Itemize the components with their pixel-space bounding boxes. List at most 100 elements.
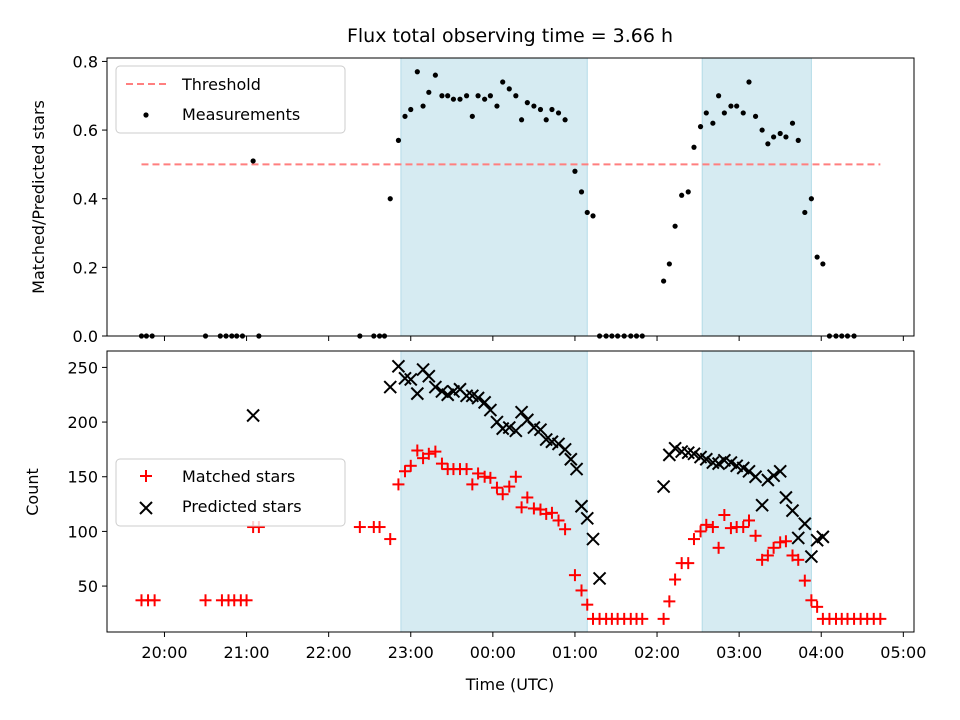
- measurement-point-66: [721, 110, 727, 116]
- measurement-point-75: [777, 130, 783, 137]
- measurement-point-24: [445, 93, 451, 99]
- predicted-star-point-2: [391, 359, 406, 374]
- matched-star-point-42: [559, 523, 572, 536]
- matched-star-point-57: [669, 573, 682, 586]
- measurement-point-60: [685, 189, 691, 195]
- matched-star-point-13: [373, 521, 386, 534]
- measurement-point-70: [746, 79, 752, 85]
- measurement-point-46: [584, 209, 590, 216]
- x-axis-label: Time (UTC): [465, 675, 554, 694]
- measurement-point-67: [728, 103, 734, 109]
- predicted-star-point-38: [668, 441, 682, 456]
- legend-predicted-label: Predicted stars: [182, 497, 302, 516]
- predicted-star-point-60: [804, 549, 819, 564]
- measurement-point-29: [475, 93, 481, 99]
- bottom-y-tick-label-3: 200: [67, 413, 98, 432]
- measurement-point-76: [783, 134, 789, 140]
- measurement-point-25: [450, 96, 457, 102]
- measurement-point-44: [572, 168, 578, 174]
- measurement-point-28: [469, 113, 475, 119]
- measurement-point-77: [789, 120, 796, 126]
- predicted-star-point-29: [558, 442, 572, 457]
- measurement-point-68: [734, 103, 740, 109]
- measurement-point-40: [543, 117, 549, 123]
- bottom-y-axis-label: Count: [23, 468, 42, 516]
- matched-star-point-56: [663, 595, 676, 608]
- predicted-star-point-20: [502, 420, 516, 435]
- measurement-point-17: [402, 113, 408, 119]
- matched-star-point-75: [779, 535, 792, 548]
- matched-star-point-17: [404, 459, 417, 472]
- measurement-point-19: [414, 69, 420, 75]
- measurement-point-57: [666, 261, 672, 267]
- matched-star-points: [135, 444, 887, 625]
- predicted-star-point-32: [574, 499, 589, 513]
- matched-star-point-20: [422, 447, 435, 460]
- matched-star-point-80: [811, 600, 824, 613]
- measurement-point-58: [672, 223, 678, 229]
- matched-star-point-79: [805, 594, 818, 607]
- bottom-y-tick-label-0: 50: [78, 577, 98, 596]
- matched-star-point-54: [636, 612, 649, 625]
- predicted-star-point-51: [748, 470, 763, 484]
- matched-star-point-18: [411, 444, 424, 457]
- measurement-point-35: [513, 93, 519, 99]
- matched-star-point-65: [718, 509, 731, 522]
- measurement-point-63: [703, 110, 709, 116]
- top-shaded-interval-1: [701, 57, 812, 337]
- x-tick-label-6: 02:00: [634, 643, 680, 662]
- legend-measurements-swatch: [143, 112, 149, 118]
- predicted-star-point-59: [798, 517, 812, 531]
- predicted-star-point-56: [779, 490, 793, 505]
- x-tick-label-5: 01:00: [552, 643, 598, 662]
- bottom-legend: Matched stars Predicted stars: [115, 458, 346, 527]
- predicted-star-point-36: [656, 479, 671, 494]
- predicted-star-point-4: [404, 372, 418, 387]
- measurement-point-81: [814, 254, 820, 260]
- matched-star-point-3: [199, 594, 212, 607]
- bottom-y-tick-label-4: 250: [67, 358, 98, 377]
- bottom-x-ticks: 20:00 21:00 22:00 23:00 00:00 01:00 02:00 03:00…: [141, 632, 926, 662]
- matched-star-point-15: [392, 478, 405, 491]
- predicted-star-point-52: [755, 498, 769, 512]
- predicted-star-point-0: [246, 408, 260, 423]
- matched-star-point-68: [737, 521, 750, 534]
- measurement-point-31: [487, 93, 493, 99]
- matched-star-point-61: [694, 525, 707, 538]
- x-tick-label-7: 03:00: [716, 643, 762, 662]
- top-x-ticks: [163, 336, 904, 341]
- matched-star-point-11: [353, 521, 366, 534]
- predicted-star-point-22: [514, 405, 529, 419]
- matched-star-point-44: [575, 584, 588, 597]
- measurement-point-42: [555, 110, 562, 116]
- matched-star-point-30: [484, 471, 497, 484]
- matched-star-point-39: [540, 507, 553, 520]
- matched-star-point-14: [384, 533, 397, 546]
- predicted-star-point-55: [773, 464, 787, 478]
- top-shaded-interval-0: [400, 57, 588, 337]
- predicted-star-point-15: [471, 391, 485, 405]
- matched-star-point-40: [545, 506, 558, 519]
- x-tick-label-0: 20:00: [141, 643, 187, 662]
- measurement-point-15: [387, 196, 393, 202]
- predicted-star-point-57: [785, 503, 800, 518]
- predicted-star-point-43: [699, 452, 714, 466]
- measurement-point-21: [426, 89, 432, 95]
- measurement-point-45: [578, 189, 585, 195]
- top-plot-frame: [106, 57, 915, 337]
- measurement-point-56: [661, 278, 667, 284]
- bottom-panel: 20:00 21:00 22:00 23:00 00:00 01:00 02:00 03:00…: [23, 350, 926, 694]
- top-panel: 0.00.20.40.60.8 Matched/Predicted stars …: [29, 52, 915, 346]
- top-y-ticks: 0.0 0.2 0.4 0.6 0.8: [73, 52, 107, 346]
- x-tick-label-3: 23:00: [388, 643, 434, 662]
- matched-star-point-70: [749, 529, 762, 542]
- measurement-point-20: [420, 103, 426, 109]
- matched-star-point-29: [478, 470, 491, 483]
- matched-star-point-27: [466, 478, 479, 491]
- chart-title: Flux total observing time = 3.66 h: [347, 25, 673, 47]
- measurement-point-43: [562, 117, 568, 123]
- matched-star-point-8: [240, 594, 253, 607]
- predicted-star-point-7: [422, 369, 436, 383]
- measurement-point-73: [765, 141, 771, 147]
- matched-star-point-37: [527, 502, 540, 515]
